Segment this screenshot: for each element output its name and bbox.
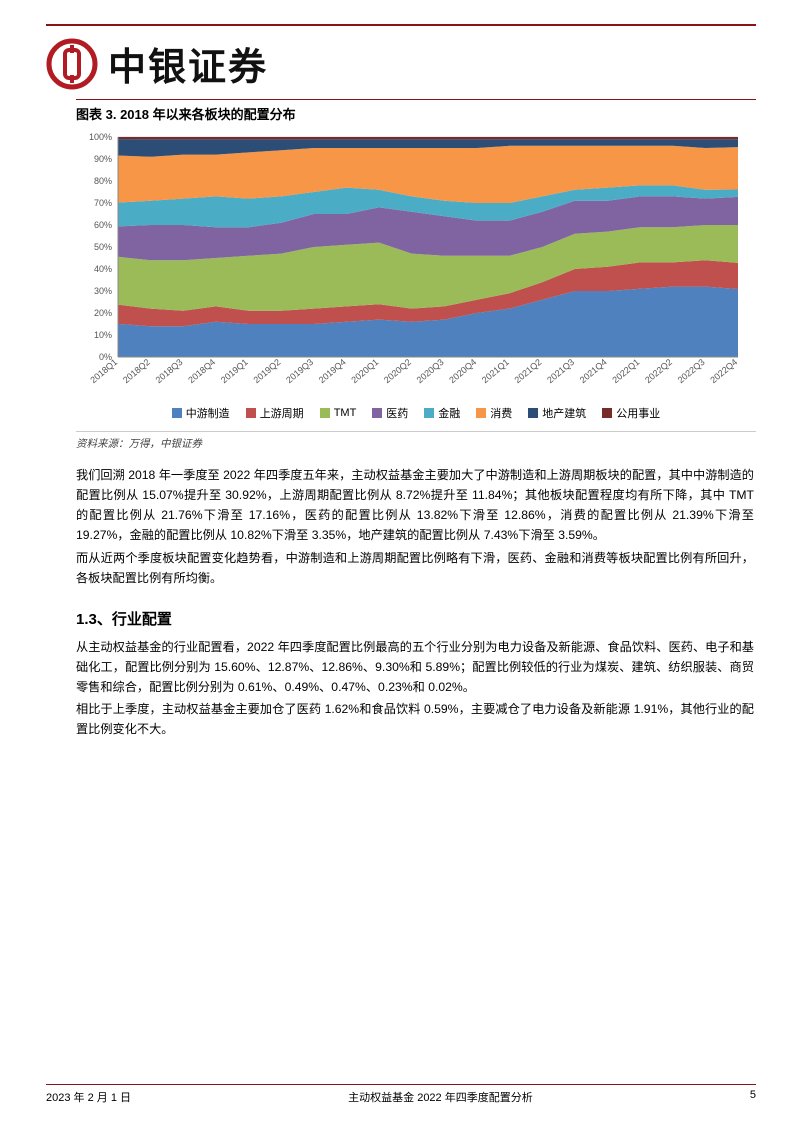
legend-item: 公用事业 [602, 405, 660, 421]
brand-name: 中银证券 [108, 36, 268, 91]
chart-legend: 中游制造 上游周期 TMT 医药 金融 消费 地产建筑 公用事业 [76, 405, 756, 421]
paragraph-3: 从主动权益基金的行业配置看，2022 年四季度配置比例最高的五个行业分别为电力设… [76, 637, 754, 697]
legend-swatch [424, 408, 434, 418]
svg-text:2020Q4: 2020Q4 [447, 357, 478, 385]
section-title: 1.3、行业配置 [76, 608, 756, 629]
paragraph-2: 而从近两个季度板块配置变化趋势看，中游制造和上游周期配置比例略有下滑，医药、金融… [76, 548, 754, 588]
legend-item: 地产建筑 [528, 405, 586, 421]
legend-label: 医药 [386, 405, 408, 421]
legend-item: 中游制造 [172, 405, 230, 421]
svg-text:2019Q3: 2019Q3 [284, 357, 315, 385]
legend-label: 消费 [490, 405, 512, 421]
footer-page-number: 5 [750, 1089, 756, 1105]
legend-label: 地产建筑 [542, 405, 586, 421]
page-header: 中银证券 [46, 36, 756, 91]
legend-swatch [172, 408, 182, 418]
svg-text:30%: 30% [94, 286, 112, 296]
svg-text:2019Q4: 2019Q4 [317, 357, 348, 385]
svg-text:100%: 100% [89, 132, 112, 142]
svg-text:2018Q4: 2018Q4 [186, 357, 217, 385]
legend-item: 上游周期 [246, 405, 304, 421]
paragraph-1: 我们回溯 2018 年一季度至 2022 年四季度五年来，主动权益基金主要加大了… [76, 465, 754, 546]
legend-swatch [476, 408, 486, 418]
svg-text:80%: 80% [94, 176, 112, 186]
legend-label: 公用事业 [616, 405, 660, 421]
svg-text:2019Q1: 2019Q1 [219, 357, 250, 385]
stacked-area-chart: 0%10%20%30%40%50%60%70%80%90%100%2018Q12… [76, 129, 746, 399]
legend-swatch [528, 408, 538, 418]
svg-text:2021Q4: 2021Q4 [578, 357, 609, 385]
footer-title: 主动权益基金 2022 年四季度配置分析 [348, 1089, 533, 1105]
svg-text:2020Q3: 2020Q3 [415, 357, 446, 385]
svg-text:2021Q1: 2021Q1 [480, 357, 511, 385]
svg-text:2019Q2: 2019Q2 [251, 357, 282, 385]
page-footer: 2023 年 2 月 1 日 主动权益基金 2022 年四季度配置分析 5 [46, 1084, 756, 1105]
legend-label: TMT [334, 407, 357, 419]
svg-text:50%: 50% [94, 242, 112, 252]
legend-item: 医药 [372, 405, 408, 421]
legend-label: 中游制造 [186, 405, 230, 421]
legend-item: 消费 [476, 405, 512, 421]
svg-text:2022Q4: 2022Q4 [708, 357, 739, 385]
chart-source: 资料来源：万得，中银证券 [76, 436, 756, 451]
footer-date: 2023 年 2 月 1 日 [46, 1089, 131, 1105]
legend-item: 金融 [424, 405, 460, 421]
svg-text:2020Q1: 2020Q1 [349, 357, 380, 385]
report-page: 中银证券 图表 3. 2018 年以来各板块的配置分布 0%10%20%30%4… [0, 0, 802, 1133]
svg-text:10%: 10% [94, 330, 112, 340]
top-rule [46, 24, 756, 26]
svg-text:2022Q3: 2022Q3 [676, 357, 707, 385]
svg-text:60%: 60% [94, 220, 112, 230]
legend-swatch [602, 408, 612, 418]
svg-text:2021Q3: 2021Q3 [545, 357, 576, 385]
svg-text:40%: 40% [94, 264, 112, 274]
svg-text:2020Q2: 2020Q2 [382, 357, 413, 385]
paragraph-4: 相比于上季度，主动权益基金主要加仓了医药 1.62%和食品饮料 0.59%，主要… [76, 699, 754, 739]
svg-text:90%: 90% [94, 154, 112, 164]
svg-text:2018Q3: 2018Q3 [154, 357, 185, 385]
svg-text:20%: 20% [94, 308, 112, 318]
chart-title: 图表 3. 2018 年以来各板块的配置分布 [76, 99, 756, 123]
legend-item: TMT [320, 405, 357, 421]
svg-text:2021Q2: 2021Q2 [513, 357, 544, 385]
chart-area: 0%10%20%30%40%50%60%70%80%90%100%2018Q12… [76, 129, 756, 432]
legend-swatch [320, 408, 330, 418]
svg-text:2022Q1: 2022Q1 [610, 357, 641, 385]
svg-text:70%: 70% [94, 198, 112, 208]
svg-text:2022Q2: 2022Q2 [643, 357, 674, 385]
legend-swatch [246, 408, 256, 418]
svg-text:2018Q2: 2018Q2 [121, 357, 152, 385]
boc-logo [46, 38, 98, 90]
logo-svg [46, 38, 98, 90]
legend-swatch [372, 408, 382, 418]
legend-label: 上游周期 [260, 405, 304, 421]
legend-label: 金融 [438, 405, 460, 421]
